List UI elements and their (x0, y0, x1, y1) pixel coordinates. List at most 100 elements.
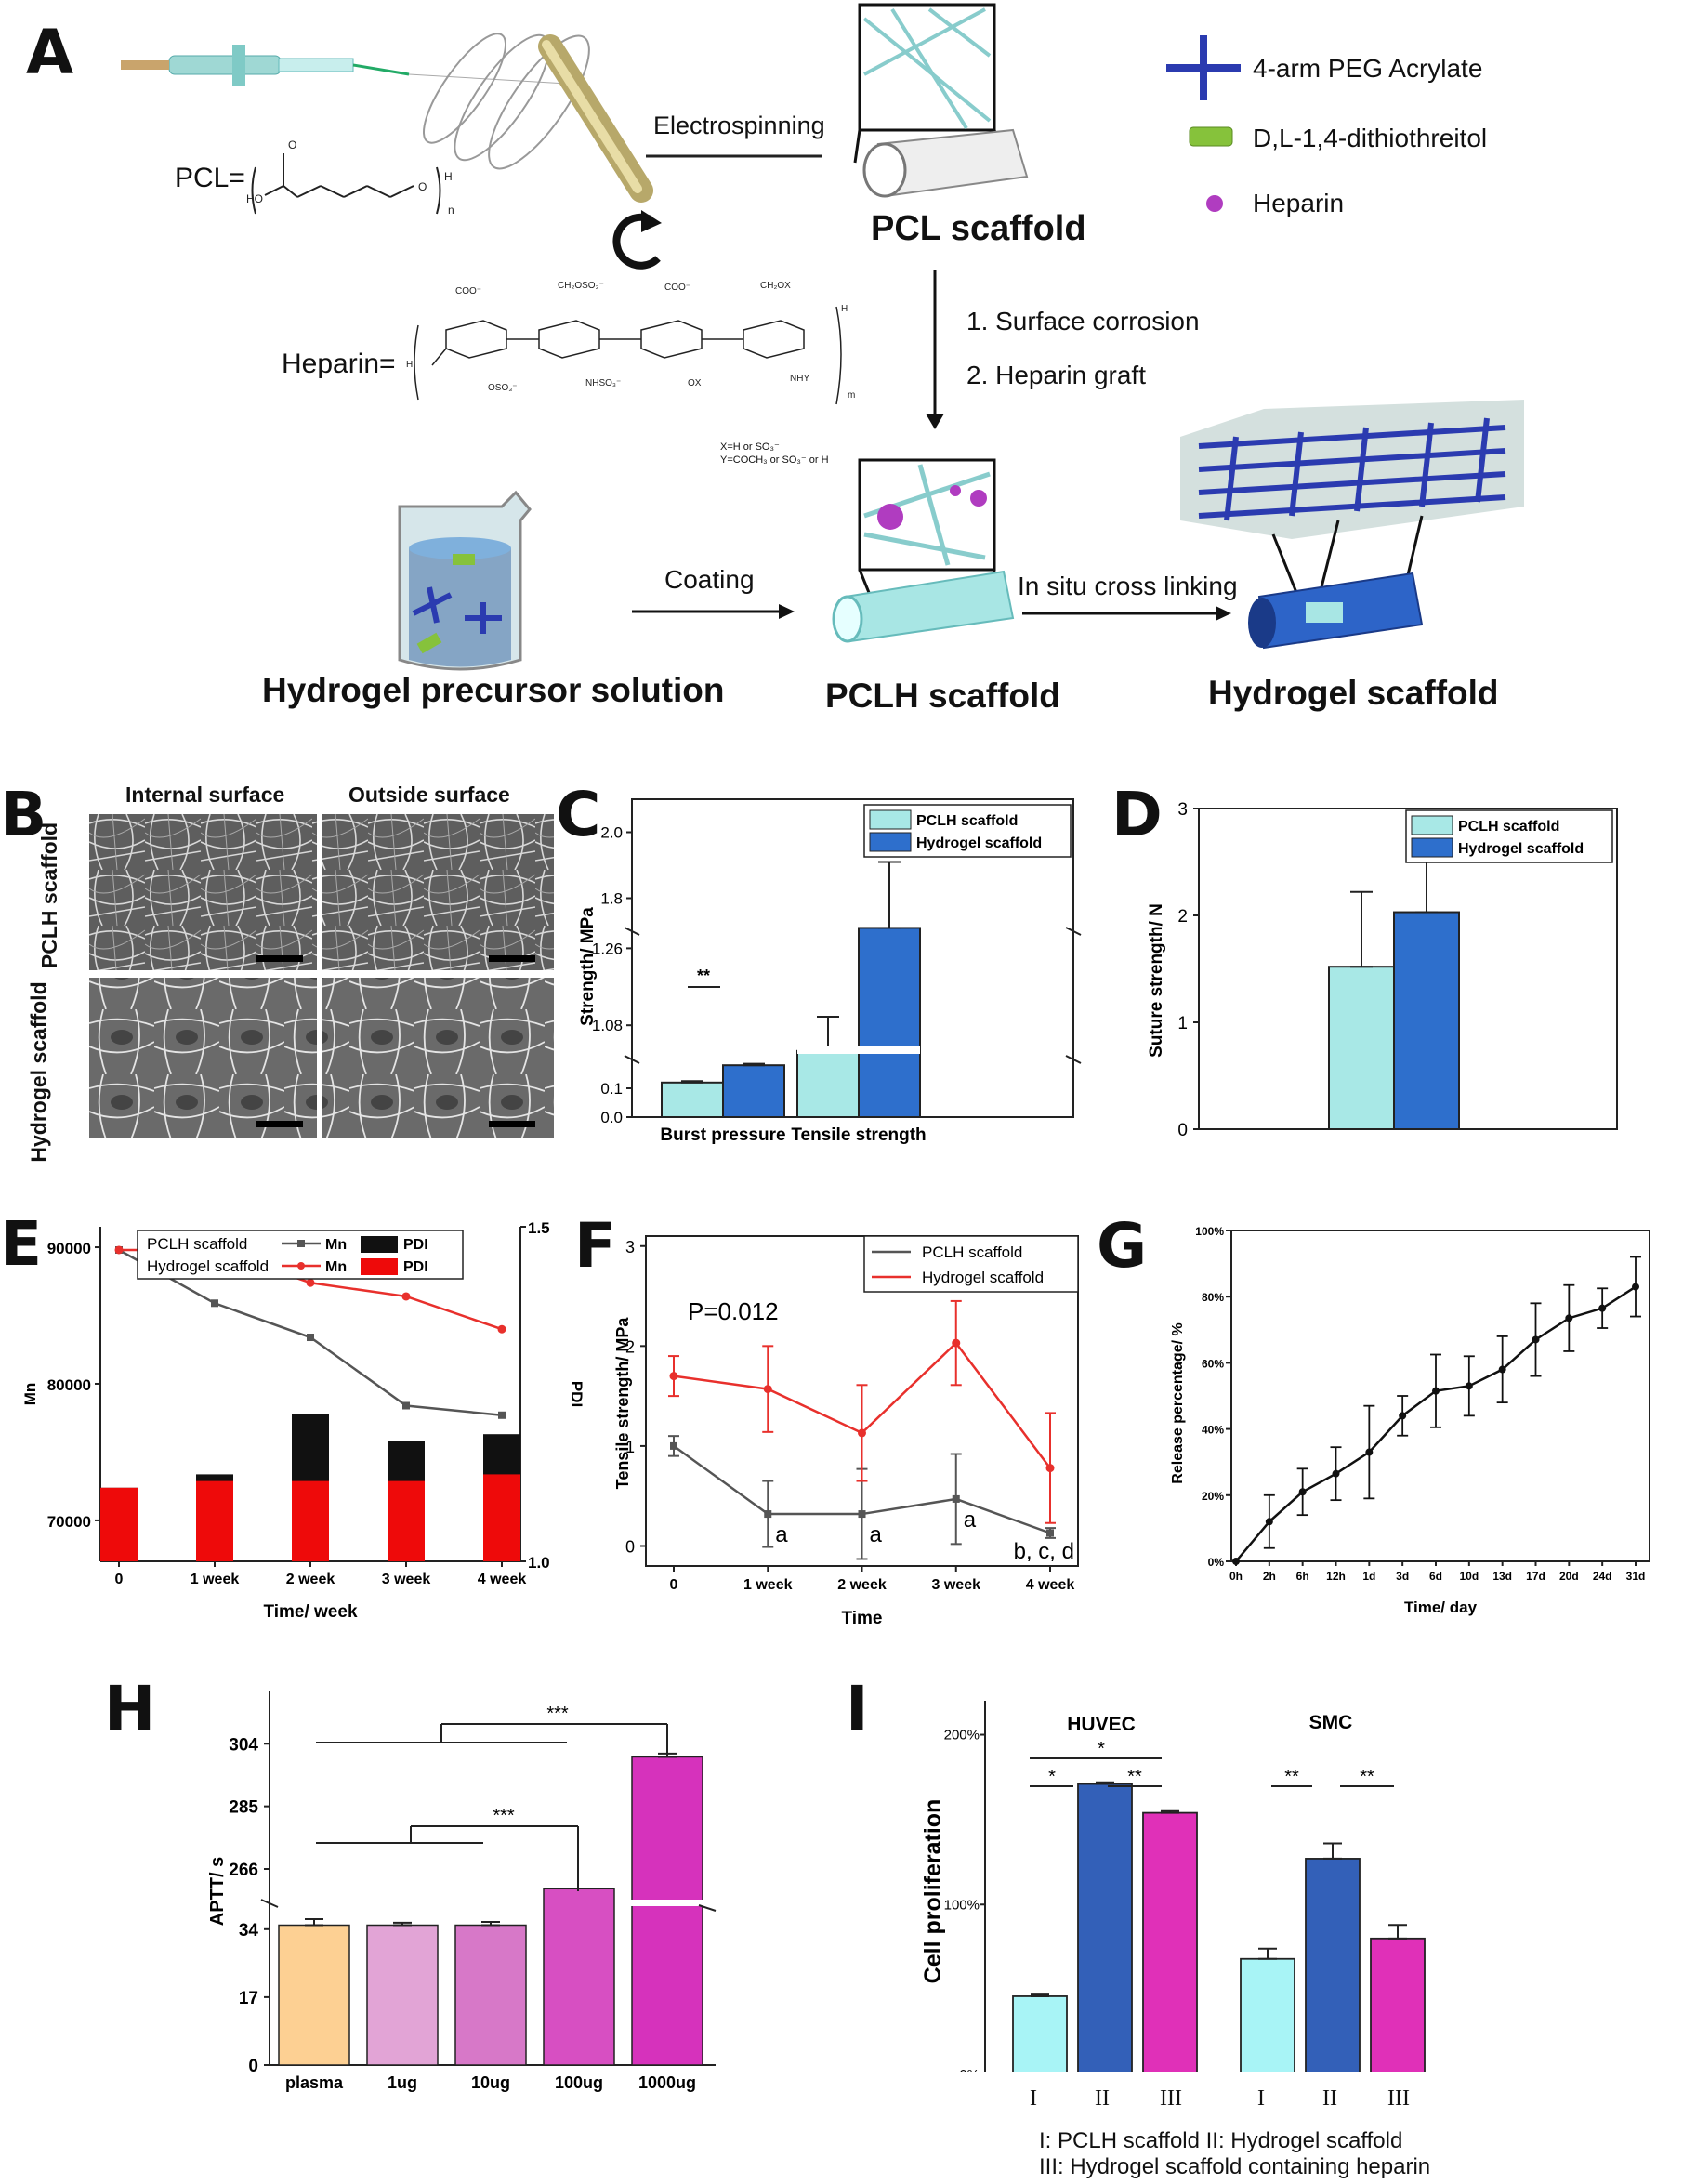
y-tick-label: 0 (1177, 1121, 1188, 1140)
y-tick-label: 60% (1202, 1357, 1224, 1370)
y-tick-label: 3 (625, 1238, 635, 1256)
legend-peg-label: 4-arm PEG Acrylate (1253, 54, 1482, 84)
x-tick-label: I (1257, 2086, 1265, 2112)
b-row-pclh: PCLH scaffold (37, 822, 62, 968)
legend-label: Hydrogel scaffold (922, 1269, 1044, 1286)
point-release (1565, 1314, 1572, 1322)
x-tick-label: 1d (1362, 1570, 1375, 1583)
point-release (1432, 1388, 1440, 1395)
x-tick-label: III (1160, 2086, 1182, 2112)
b-col-outside: Outside surface (348, 783, 510, 808)
chart-g: 0%20%40%60%80%100%Release percentage/ %0… (1162, 1208, 1663, 1645)
svg-text:CH₂OX: CH₂OX (760, 281, 791, 291)
point-pclh-mn (211, 1299, 218, 1307)
legend-marker (297, 1262, 305, 1270)
scale-bar (489, 955, 535, 962)
x-tick-label: 0h (1229, 1570, 1243, 1583)
significance-label: * (1048, 1767, 1056, 1787)
bar-hydrogel-scaffold (859, 928, 920, 1117)
plot-frame (1231, 1230, 1650, 1561)
coating-label: Coating (664, 565, 755, 595)
y-tick-label: 40% (1202, 1424, 1224, 1437)
legend-label: PDI (403, 1237, 428, 1253)
electrospinning-label: Electrospinning (653, 112, 825, 140)
y-axis-label: Release percentage/ % (1170, 1322, 1186, 1483)
legend-label: Hydrogel scaffold (147, 1257, 269, 1275)
b-row-hydrogel: Hydrogel scaffold (27, 981, 52, 1162)
legend-label: PCLH scaffold (1458, 819, 1559, 835)
point-pclh (1046, 1530, 1054, 1537)
legend-label: Hydrogel scaffold (1458, 841, 1584, 857)
x-tick-label: II (1322, 2086, 1337, 2112)
bar-hydrogel-pdi (196, 1481, 233, 1561)
y-axis-label: Cell proliferation (920, 1799, 946, 1984)
svg-text:OX: OX (688, 378, 702, 388)
significance-label: ** (697, 967, 710, 985)
point-pclh (670, 1442, 677, 1450)
bar-break-band (630, 1900, 704, 1906)
y-tick-label: 285 (229, 1798, 258, 1818)
x-tick-label: 10d (1459, 1570, 1479, 1583)
y-tick-label: 0% (959, 2067, 980, 2072)
significance-letter: b, c, d (1014, 1539, 1074, 1564)
y-tick-label: 20% (1202, 1490, 1224, 1503)
x-tick-label: Tensile strength (791, 1125, 926, 1145)
pclh-scaffold-graphic (834, 460, 1013, 641)
y-tick-label: 100% (1195, 1225, 1224, 1238)
y2-axis-label: PDI (568, 1381, 585, 1407)
svg-text:COO⁻: COO⁻ (664, 283, 690, 293)
significance-label: * (1098, 1739, 1105, 1759)
svg-text:OSO₃⁻: OSO₃⁻ (488, 383, 518, 393)
scale-bar (256, 1121, 303, 1127)
crosslinking-label: In situ cross linking (1018, 572, 1238, 601)
group-label-huvec: HUVEC (1067, 1714, 1136, 1735)
sem-pclh-outside (322, 814, 554, 970)
i-caption-line1: I: PCLH scaffold II: Hydrogel scaffold (1039, 2128, 1402, 2154)
sem-images (89, 814, 554, 1138)
point-hydrogel (764, 1385, 772, 1393)
y-tick-label: 34 (239, 1921, 259, 1941)
svg-text:NHSO₃⁻: NHSO₃⁻ (585, 378, 621, 388)
legend-swatch (1412, 816, 1453, 835)
point-release (1232, 1558, 1240, 1565)
x-tick-label: 6d (1429, 1570, 1442, 1583)
bar-smc-II (1306, 1859, 1360, 2072)
y-tick-label: 200% (944, 1728, 980, 1743)
significance-label: ** (1360, 1767, 1374, 1787)
point-hydrogel (670, 1372, 678, 1380)
x-tick-label: 2h (1263, 1570, 1276, 1583)
bar-1000ug (632, 1756, 703, 2065)
legend-heparin-label: Heparin (1253, 189, 1344, 218)
y-tick-label: 266 (229, 1861, 258, 1880)
x-tick-label: 0 (115, 1572, 124, 1587)
x-axis-label: Time (841, 1609, 882, 1628)
bar-1ug (367, 1926, 438, 2066)
svg-text:NHY: NHY (790, 374, 809, 384)
legend-swatch (870, 833, 911, 851)
x-tick-label: Burst pressure (660, 1125, 785, 1145)
y-tick-label: 2 (1177, 907, 1188, 927)
point-release (1266, 1518, 1273, 1525)
xy-note-2: Y=COCH₃ or SO₃⁻ or H (720, 454, 829, 466)
y2-tick-label: 1.5 (528, 1219, 550, 1237)
x-tick-label: 2 week (837, 1577, 887, 1593)
chart-c: 0.00.11.081.261.82.0Strength/ MPaBurst p… (558, 781, 1097, 1152)
svg-text:O: O (418, 180, 427, 193)
point-release (1632, 1283, 1639, 1291)
svg-text:n: n (448, 204, 454, 217)
pcl-scaffold-graphic (855, 5, 1027, 196)
x-tick-label: 10ug (471, 2073, 510, 2092)
i-caption-line2: III: Hydrogel scaffold containing hepari… (1039, 2154, 1430, 2180)
x-tick-label: 1000ug (638, 2073, 696, 2092)
y-axis-label: Tensile strength/ MPa (613, 1317, 632, 1490)
bar-hydrogel-pdi (100, 1488, 138, 1561)
significance-label: *** (546, 1704, 569, 1724)
hydrogel-scaffold-graphic (1180, 400, 1524, 648)
x-tick-label: 100ug (555, 2073, 603, 2092)
svg-text:COO⁻: COO⁻ (455, 286, 481, 296)
x-tick-label: plasma (285, 2073, 344, 2092)
peg-cross-icon (1166, 35, 1241, 100)
point-pclh-mn (498, 1412, 506, 1419)
svg-text:H: H (841, 304, 848, 314)
scale-bar (256, 955, 303, 962)
